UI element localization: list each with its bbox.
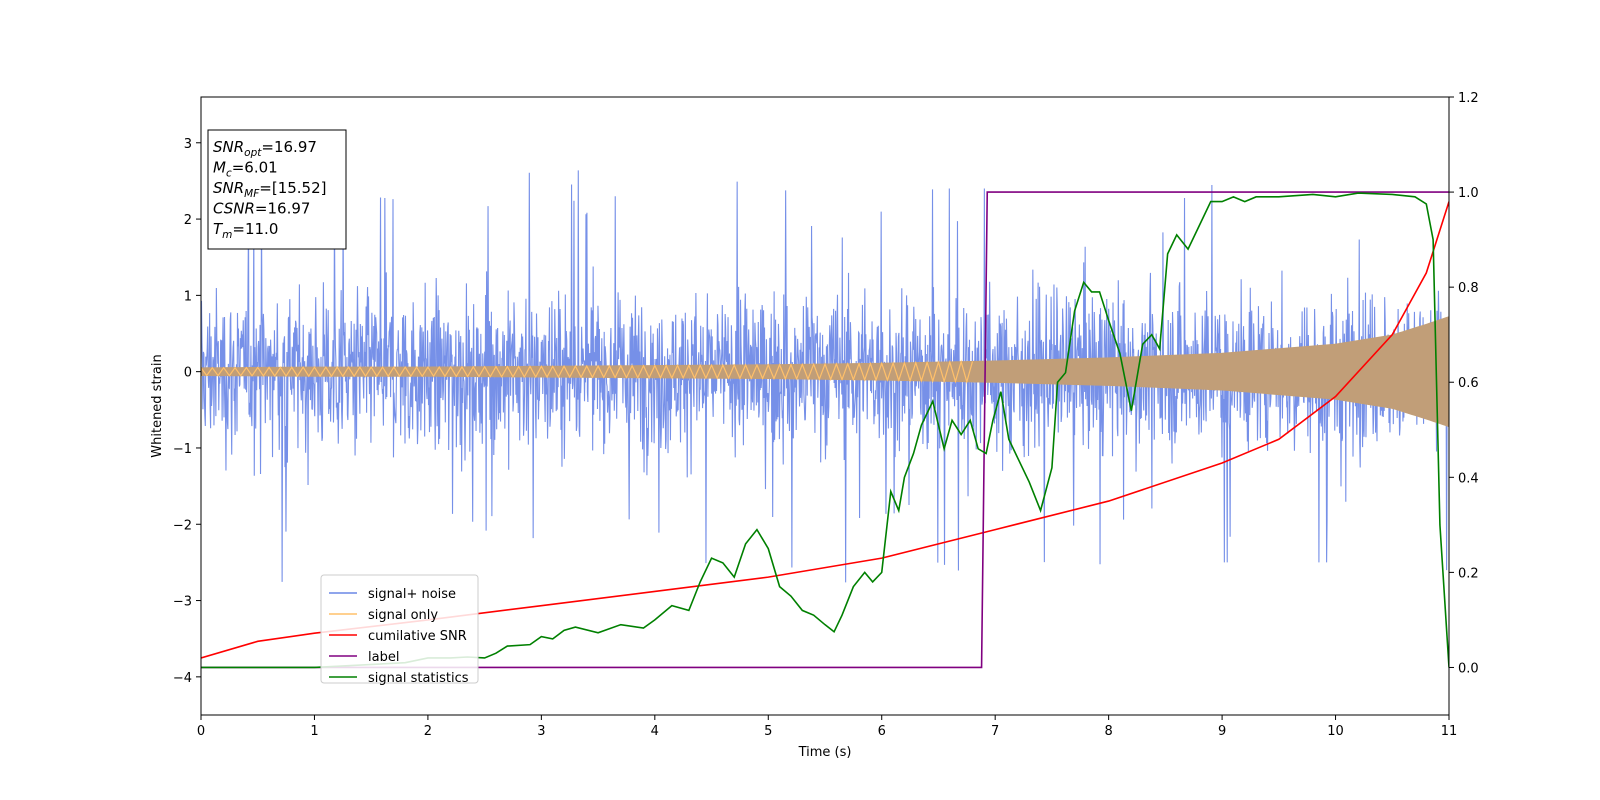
x-tick-label: 7 xyxy=(991,724,999,739)
legend: signal+ noise signal only cumilative SNR la… xyxy=(320,574,479,686)
x-tick-label: 10 xyxy=(1327,724,1344,739)
legend-label: label xyxy=(368,650,399,665)
x-tick-label: 9 xyxy=(1218,724,1226,739)
x-axis: 0 1 2 3 4 5 6 7 8 9 10 11 xyxy=(197,715,1457,739)
series-label xyxy=(201,191,1449,669)
legend-label: signal only xyxy=(368,608,438,623)
y-left-tick-label: −1 xyxy=(173,442,192,457)
x-tick-label: 8 xyxy=(1104,724,1112,739)
legend-frame xyxy=(320,574,479,684)
x-tick-label: 6 xyxy=(878,724,886,739)
series-signal-only-oscillation xyxy=(201,359,974,385)
y-left-tick-label: −2 xyxy=(173,518,192,533)
y-right-tick-label: 0.8 xyxy=(1458,281,1479,296)
y-left-tick-label: 1 xyxy=(184,289,192,304)
x-axis-label: Time (s) xyxy=(798,745,852,760)
series-signal-statistics xyxy=(201,192,1449,669)
info-box-frame xyxy=(207,129,347,250)
info-box-line: Tm=11.0 xyxy=(213,220,278,241)
info-box-line: SNRopt=16.97 xyxy=(213,138,317,159)
y-left-tick-label: 0 xyxy=(184,366,192,381)
y-left-tick-label: 3 xyxy=(184,137,192,152)
legend-label: cumilative SNR xyxy=(368,629,467,644)
x-tick-label: 2 xyxy=(424,724,432,739)
y-axis-label: Whitened strain xyxy=(150,354,165,457)
signal-zigzag xyxy=(201,359,974,385)
info-box: SNRopt=16.97Mc=6.01SNRMF=[15.52]CSNR=16.… xyxy=(207,129,347,250)
y-left-tick-label: −3 xyxy=(173,595,192,610)
y-right-tick-label: 0.6 xyxy=(1458,376,1479,391)
info-box-line: Mc=6.01 xyxy=(213,159,278,180)
y-right-tick-label: 0.0 xyxy=(1458,661,1479,676)
y-right-tick-label: 1.2 xyxy=(1458,91,1479,106)
x-tick-label: 11 xyxy=(1441,724,1458,739)
x-tick-label: 3 xyxy=(537,724,545,739)
x-tick-label: 0 xyxy=(197,724,205,739)
noise-trace xyxy=(201,170,1449,583)
x-tick-label: 1 xyxy=(310,724,318,739)
y-left-tick-label: −4 xyxy=(173,671,192,686)
y-axis-right: 1.2 1.0 0.8 0.6 0.4 0.2 0.0 xyxy=(1449,91,1479,676)
x-tick-label: 4 xyxy=(651,724,659,739)
y-right-tick-label: 1.0 xyxy=(1458,186,1479,201)
y-left-tick-label: 2 xyxy=(184,213,192,228)
legend-label: signal+ noise xyxy=(368,587,456,602)
info-box-line: SNRMF=[15.52] xyxy=(213,179,327,200)
x-tick-label: 5 xyxy=(764,724,772,739)
legend-label: signal statistics xyxy=(368,671,469,686)
plot-frame xyxy=(200,96,1450,716)
y-axis-left: 3 2 1 0 −1 −2 −3 −4 xyxy=(173,137,201,686)
series-signal-noise xyxy=(201,170,1449,583)
y-right-tick-label: 0.2 xyxy=(1458,566,1479,581)
info-box-line: CSNR=16.97 xyxy=(213,200,310,218)
y-right-tick-label: 0.4 xyxy=(1458,471,1479,486)
